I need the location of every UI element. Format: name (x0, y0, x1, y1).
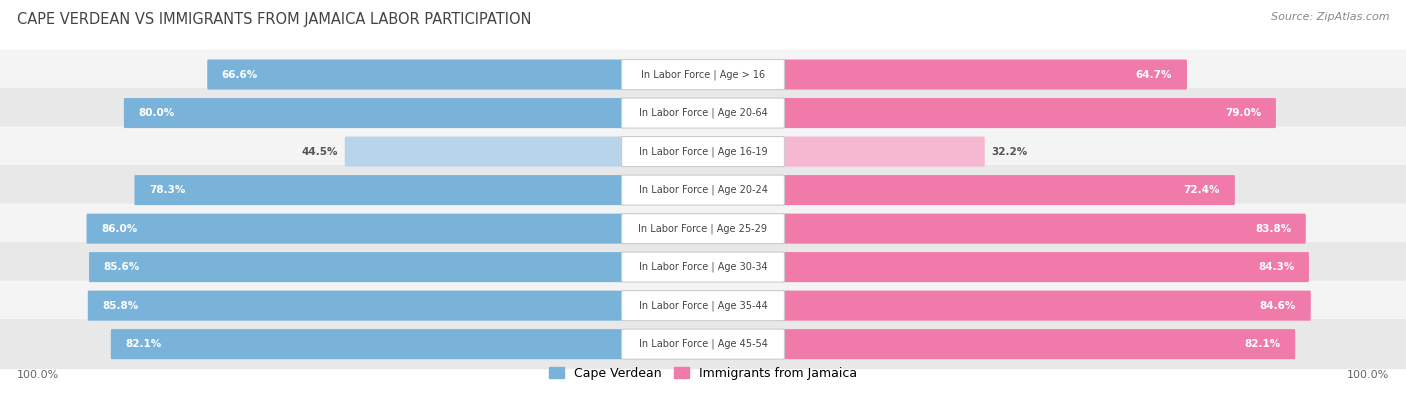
Text: 82.1%: 82.1% (125, 339, 162, 349)
FancyBboxPatch shape (783, 291, 1310, 321)
FancyBboxPatch shape (621, 60, 785, 90)
Text: In Labor Force | Age 20-24: In Labor Force | Age 20-24 (638, 185, 768, 196)
Text: 100.0%: 100.0% (17, 370, 59, 380)
FancyBboxPatch shape (0, 203, 1406, 254)
Text: 79.0%: 79.0% (1225, 108, 1261, 118)
FancyBboxPatch shape (621, 291, 785, 321)
FancyBboxPatch shape (0, 88, 1406, 138)
FancyBboxPatch shape (344, 137, 623, 167)
Text: 83.8%: 83.8% (1256, 224, 1291, 233)
FancyBboxPatch shape (783, 98, 1275, 128)
Text: 78.3%: 78.3% (149, 185, 186, 195)
FancyBboxPatch shape (783, 329, 1295, 359)
FancyBboxPatch shape (621, 329, 785, 359)
FancyBboxPatch shape (207, 60, 623, 90)
Text: 32.2%: 32.2% (991, 147, 1028, 156)
FancyBboxPatch shape (0, 165, 1406, 215)
FancyBboxPatch shape (621, 252, 785, 282)
FancyBboxPatch shape (621, 175, 785, 205)
FancyBboxPatch shape (0, 280, 1406, 331)
FancyBboxPatch shape (87, 291, 623, 321)
Text: 80.0%: 80.0% (138, 108, 174, 118)
Text: 84.3%: 84.3% (1258, 262, 1295, 272)
FancyBboxPatch shape (135, 175, 623, 205)
Text: 44.5%: 44.5% (302, 147, 339, 156)
Text: In Labor Force | Age > 16: In Labor Force | Age > 16 (641, 69, 765, 80)
FancyBboxPatch shape (783, 60, 1187, 90)
FancyBboxPatch shape (621, 214, 785, 244)
Text: 85.6%: 85.6% (104, 262, 141, 272)
Text: 85.8%: 85.8% (103, 301, 139, 310)
FancyBboxPatch shape (783, 214, 1306, 244)
FancyBboxPatch shape (0, 49, 1406, 100)
FancyBboxPatch shape (87, 214, 623, 244)
Legend: Cape Verdean, Immigrants from Jamaica: Cape Verdean, Immigrants from Jamaica (544, 362, 862, 385)
FancyBboxPatch shape (111, 329, 623, 359)
Text: 84.6%: 84.6% (1260, 301, 1296, 310)
Text: In Labor Force | Age 45-54: In Labor Force | Age 45-54 (638, 339, 768, 350)
Text: In Labor Force | Age 35-44: In Labor Force | Age 35-44 (638, 300, 768, 311)
FancyBboxPatch shape (0, 319, 1406, 369)
FancyBboxPatch shape (124, 98, 623, 128)
FancyBboxPatch shape (89, 252, 623, 282)
FancyBboxPatch shape (621, 98, 785, 128)
Text: In Labor Force | Age 20-64: In Labor Force | Age 20-64 (638, 108, 768, 118)
Text: CAPE VERDEAN VS IMMIGRANTS FROM JAMAICA LABOR PARTICIPATION: CAPE VERDEAN VS IMMIGRANTS FROM JAMAICA … (17, 12, 531, 27)
Text: Source: ZipAtlas.com: Source: ZipAtlas.com (1271, 12, 1389, 22)
Text: 82.1%: 82.1% (1244, 339, 1281, 349)
FancyBboxPatch shape (621, 137, 785, 167)
FancyBboxPatch shape (0, 126, 1406, 177)
Text: 72.4%: 72.4% (1184, 185, 1220, 195)
Text: 86.0%: 86.0% (101, 224, 138, 233)
FancyBboxPatch shape (783, 252, 1309, 282)
Text: 100.0%: 100.0% (1347, 370, 1389, 380)
Text: 64.7%: 64.7% (1136, 70, 1173, 79)
Text: In Labor Force | Age 16-19: In Labor Force | Age 16-19 (638, 146, 768, 157)
Text: 66.6%: 66.6% (222, 70, 259, 79)
FancyBboxPatch shape (783, 175, 1234, 205)
FancyBboxPatch shape (0, 242, 1406, 292)
Text: In Labor Force | Age 30-34: In Labor Force | Age 30-34 (638, 262, 768, 273)
FancyBboxPatch shape (783, 137, 984, 167)
Text: In Labor Force | Age 25-29: In Labor Force | Age 25-29 (638, 223, 768, 234)
